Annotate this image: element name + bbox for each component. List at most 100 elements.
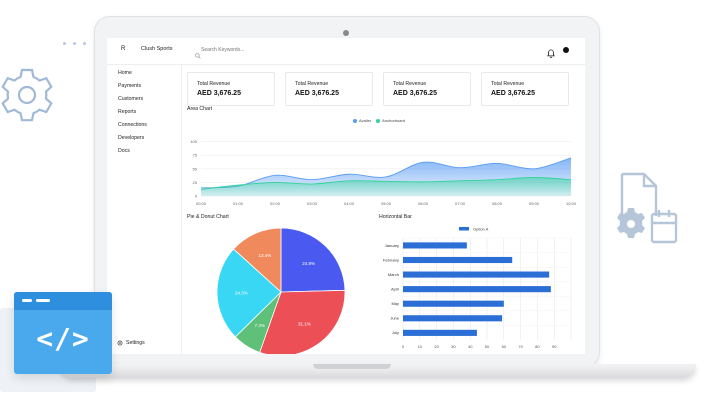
area-chart: 0 25 50 75 100 00:00 01:00 02:00 03:00 04:00 05:00… [190, 139, 577, 206]
pie-slice-label: 24.8% [302, 261, 315, 266]
bar [403, 315, 503, 322]
legend-swatch [376, 118, 381, 123]
x-tick-label: 07:00 [455, 201, 466, 206]
bar [403, 256, 513, 264]
bar [403, 242, 467, 249]
stat-card-label: Total Revenue [491, 81, 525, 87]
settings-icon [117, 340, 123, 346]
x-tick-label: 20 [434, 344, 439, 349]
stat-card: Total Revenue AED 3,676.25 [481, 72, 569, 106]
sidebar: Home Payments Customers Reports Connecti… [107, 64, 182, 354]
code-glyph: </> [36, 322, 90, 355]
area-series-2 [201, 177, 571, 196]
brand-name: Clush Sports [141, 46, 173, 52]
pie-slice [233, 227, 282, 293]
y-category-label: May [391, 301, 399, 306]
bar-chart-title: Horizontal Bar [379, 214, 412, 220]
decorative-dots [63, 42, 86, 45]
x-tick-label: 09:00 [529, 201, 540, 206]
search-input[interactable] [201, 44, 401, 56]
pie-slice [280, 227, 346, 293]
x-tick-label: 05:00 [381, 201, 392, 206]
y-tick-label: 0 [195, 194, 198, 199]
legend-label: Option A [473, 227, 489, 232]
pie-slice [259, 289, 346, 354]
stat-card-label: Total Revenue [295, 81, 329, 87]
sidebar-item-docs[interactable]: Docs [118, 148, 130, 154]
stat-card-value: AED 3,676.25 [393, 90, 437, 97]
bar [403, 271, 550, 278]
code-window-titlebar [14, 292, 112, 310]
code-window-icon: </> [14, 292, 112, 374]
pie-slice [216, 248, 282, 338]
y-category-label: June [390, 316, 399, 321]
bar [403, 286, 551, 293]
sidebar-item-reports[interactable]: Reports [118, 109, 137, 115]
pie-slice-label: 7.3% [255, 323, 265, 328]
settings-label: Settings [126, 340, 145, 346]
pie-slice-label: 31.1% [298, 322, 311, 327]
profile-dot[interactable] [563, 47, 569, 53]
x-tick-label: 10 [418, 344, 423, 349]
top-bar: R Clush Sports [107, 38, 585, 65]
gear-icon [0, 62, 58, 137]
laptop-notch [313, 364, 391, 369]
y-category-label: January [385, 243, 399, 248]
camera [343, 30, 349, 36]
y-category-label: March [388, 272, 399, 277]
y-tick-label: 25 [193, 180, 198, 185]
pie-slice-label: 13.4% [259, 253, 272, 258]
sidebar-item-home[interactable]: Home [118, 70, 132, 76]
y-tick-label: 75 [193, 153, 198, 158]
y-tick-label: 100 [190, 139, 197, 144]
y-category-label: February [383, 257, 399, 262]
area-series-line-1 [200, 157, 572, 189]
sidebar-item-connections[interactable]: Connections [118, 122, 147, 128]
x-tick-label: 40 [468, 344, 473, 349]
legend-label: Anchorboard [382, 118, 406, 123]
y-tick-label: 50 [193, 166, 198, 171]
x-tick-label: 06:00 [418, 201, 429, 206]
stat-card: Total Revenue AED 3,676.25 [187, 72, 275, 106]
sidebar-item-developers[interactable]: Developers [118, 135, 145, 141]
y-category-label: July [392, 330, 399, 335]
x-tick-label: 08:00 [492, 201, 503, 206]
x-tick-label: 70 [518, 344, 523, 349]
sidebar-item-customers[interactable]: Customers [118, 96, 144, 102]
legend-label: Avalier [359, 118, 372, 123]
bar [403, 329, 477, 336]
stat-card-value: AED 3,676.25 [295, 90, 339, 97]
stat-card-label: Total Revenue [197, 81, 231, 87]
stat-card-value: AED 3,676.25 [197, 90, 241, 97]
bell-icon[interactable] [547, 45, 555, 63]
x-tick-label: 50 [485, 344, 490, 349]
stat-card-label: Total Revenue [393, 81, 427, 87]
bar [403, 300, 504, 307]
x-tick-label: 04:00 [344, 201, 355, 206]
x-tick-label: 90 [552, 344, 557, 349]
stat-card: Total Revenue AED 3,676.25 [285, 72, 373, 106]
dashboard-screen: R Clush Sports Home Payments Customers R… [107, 38, 585, 354]
y-category-label: April [391, 287, 399, 292]
x-tick-label: 0 [402, 344, 405, 349]
x-tick-label: 60 [502, 344, 507, 349]
x-tick-label: 00:00 [196, 201, 207, 206]
area-series-line-2 [200, 177, 572, 190]
avatar[interactable]: R [121, 46, 126, 52]
sidebar-item-payments[interactable]: Payments [118, 83, 142, 89]
document-calendar-icon [614, 172, 680, 253]
x-tick-label: 03:00 [307, 201, 318, 206]
x-tick-label: 02:00 [270, 201, 281, 206]
laptop-base [60, 364, 696, 378]
pie-chart: 24.8% 31.1% 7.3% 24.3% 13.4% [216, 227, 346, 354]
x-tick-label: 80 [535, 344, 540, 349]
stat-card-value: AED 3,676.25 [491, 90, 535, 97]
area-chart-title: Area Chart [187, 106, 213, 112]
x-tick-label: 10:00 [566, 201, 577, 206]
sidebar-item-settings[interactable]: Settings [117, 340, 145, 346]
area-chart-legend: Avalier Anchorboard [353, 118, 405, 123]
legend-swatch [459, 227, 469, 231]
stat-card: Total Revenue AED 3,676.25 [383, 72, 471, 106]
horizontal-bar-chart: Option A 0 10 20 30 40 50 60 70 80 90 January Februa… [383, 227, 572, 349]
search-icon [195, 46, 201, 64]
